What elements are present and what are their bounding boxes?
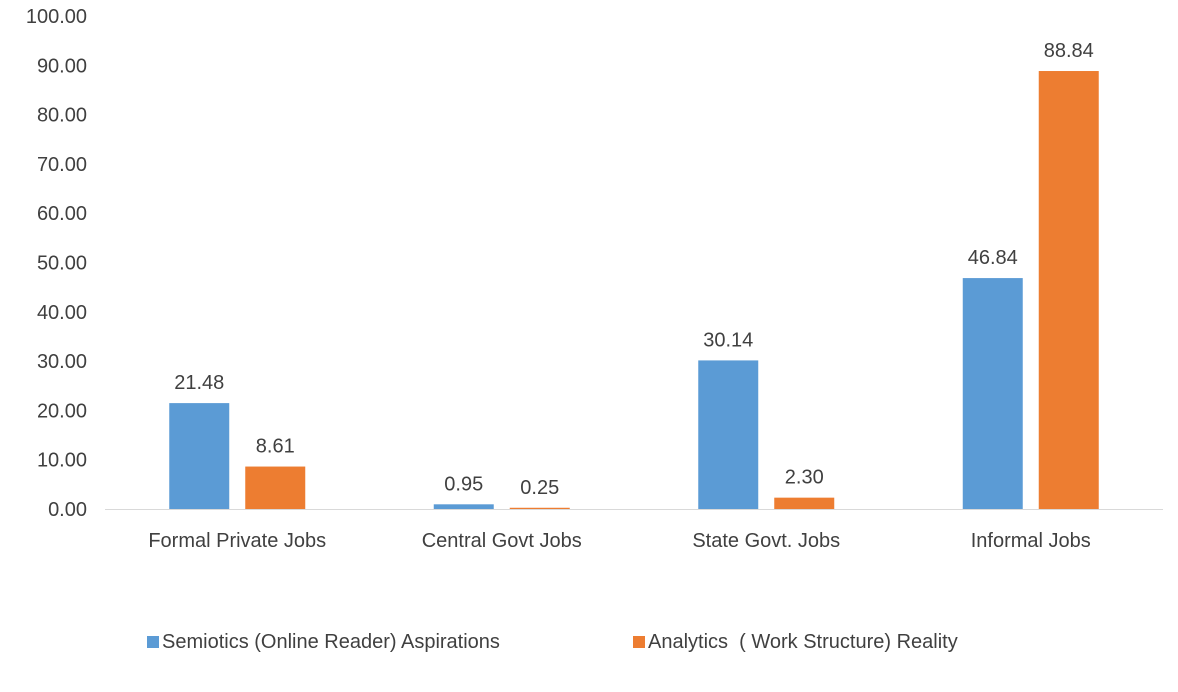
data-label: 8.61: [256, 436, 295, 458]
x-tick-label: Formal Private Jobs: [148, 530, 326, 552]
y-tick-label: 60.00: [37, 203, 87, 225]
y-tick-label: 80.00: [37, 105, 87, 127]
x-tick-label: Central Govt Jobs: [422, 530, 582, 552]
y-tick-label: 90.00: [37, 55, 87, 77]
y-tick-label: 0.00: [48, 499, 87, 521]
y-tick-label: 50.00: [37, 253, 87, 275]
bar: [698, 360, 759, 509]
legend: Semiotics (Online Reader) Aspirations Ana…: [147, 631, 958, 653]
data-label: 2.30: [785, 467, 824, 489]
data-label: 46.84: [968, 247, 1018, 269]
legend-swatch: [633, 636, 645, 648]
data-label: 88.84: [1044, 40, 1094, 62]
y-tick-label: 30.00: [37, 351, 87, 373]
y-tick-label: 10.00: [37, 450, 87, 472]
bar: [1038, 71, 1099, 509]
bar: [245, 466, 306, 509]
data-labels: 21.48 8.61 0.95 0.25 30.14 2.30 46.84 88.84: [174, 40, 1094, 499]
x-tick-label: State Govt. Jobs: [692, 530, 840, 552]
y-tick-label: 40.00: [37, 302, 87, 324]
y-tick-label: 100.00: [26, 6, 87, 28]
data-label: 30.14: [703, 329, 753, 351]
legend-label: Semiotics (Online Reader) Aspirations: [162, 631, 500, 653]
bar: [962, 278, 1023, 509]
bar: [509, 507, 570, 509]
bar: [433, 504, 494, 509]
bar: [169, 403, 230, 509]
y-tick-label: 70.00: [37, 154, 87, 176]
x-tick-label: Informal Jobs: [971, 530, 1091, 552]
data-label: 0.25: [520, 477, 559, 499]
bar: [774, 497, 835, 509]
legend-label: Analytics ( Work Structure) Reality: [648, 631, 958, 653]
data-label: 21.48: [174, 372, 224, 394]
legend-swatch: [147, 636, 159, 648]
data-label: 0.95: [444, 473, 483, 495]
bars: [169, 71, 1099, 509]
y-tick-label: 20.00: [37, 400, 87, 422]
x-axis: Formal Private Jobs Central Govt Jobs Stat…: [105, 509, 1163, 552]
y-axis: 0.00 10.00 20.00 30.00 40.00 50.00 60.00 70.00 8…: [26, 6, 87, 521]
